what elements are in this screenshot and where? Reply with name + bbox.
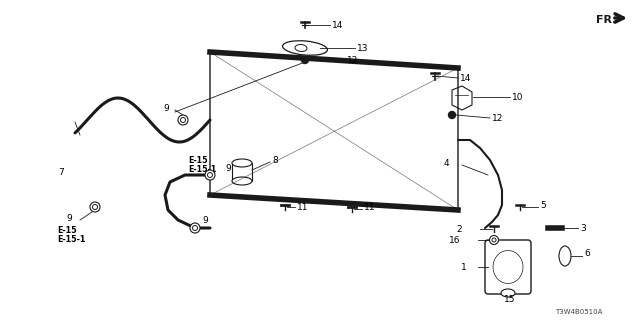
FancyBboxPatch shape xyxy=(485,240,531,294)
Text: 11: 11 xyxy=(364,203,376,212)
Text: FR.: FR. xyxy=(596,15,616,25)
Circle shape xyxy=(93,204,97,210)
Circle shape xyxy=(490,236,499,244)
Text: 9: 9 xyxy=(202,215,208,225)
Text: 16: 16 xyxy=(449,236,460,244)
Circle shape xyxy=(492,238,496,242)
Circle shape xyxy=(207,172,212,178)
Text: 1: 1 xyxy=(461,262,467,271)
Polygon shape xyxy=(452,86,472,110)
Text: E-15: E-15 xyxy=(57,226,77,235)
Circle shape xyxy=(90,202,100,212)
Text: 5: 5 xyxy=(540,201,546,210)
Text: 9: 9 xyxy=(225,164,231,172)
Text: 13: 13 xyxy=(357,44,369,52)
Text: 3: 3 xyxy=(580,223,586,233)
Circle shape xyxy=(449,111,456,118)
Text: 10: 10 xyxy=(512,92,524,101)
Ellipse shape xyxy=(295,44,307,52)
Ellipse shape xyxy=(501,289,515,297)
Text: T3W4B0510A: T3W4B0510A xyxy=(555,309,602,315)
Text: 8: 8 xyxy=(272,156,278,164)
Circle shape xyxy=(301,57,308,63)
Text: 14: 14 xyxy=(460,74,472,83)
Circle shape xyxy=(180,117,186,123)
Circle shape xyxy=(178,115,188,125)
Circle shape xyxy=(190,223,200,233)
Text: 15: 15 xyxy=(504,294,515,303)
Bar xyxy=(232,163,252,181)
Ellipse shape xyxy=(559,246,571,266)
Ellipse shape xyxy=(283,41,328,55)
Ellipse shape xyxy=(232,159,252,167)
Text: 4: 4 xyxy=(444,158,450,167)
Text: 9: 9 xyxy=(66,213,72,222)
Text: 14: 14 xyxy=(332,20,344,29)
Text: 11: 11 xyxy=(297,203,308,212)
Text: 12: 12 xyxy=(492,114,504,123)
Circle shape xyxy=(205,170,215,180)
Text: E-15-1: E-15-1 xyxy=(188,164,216,173)
Text: 12: 12 xyxy=(347,55,358,65)
Ellipse shape xyxy=(232,177,252,185)
Text: E-15: E-15 xyxy=(188,156,207,164)
Ellipse shape xyxy=(493,251,523,284)
Text: E-15-1: E-15-1 xyxy=(57,235,85,244)
Text: 9: 9 xyxy=(163,103,169,113)
Circle shape xyxy=(193,226,198,230)
Text: 7: 7 xyxy=(58,167,64,177)
Text: 2: 2 xyxy=(456,225,462,234)
Text: 6: 6 xyxy=(584,250,589,259)
